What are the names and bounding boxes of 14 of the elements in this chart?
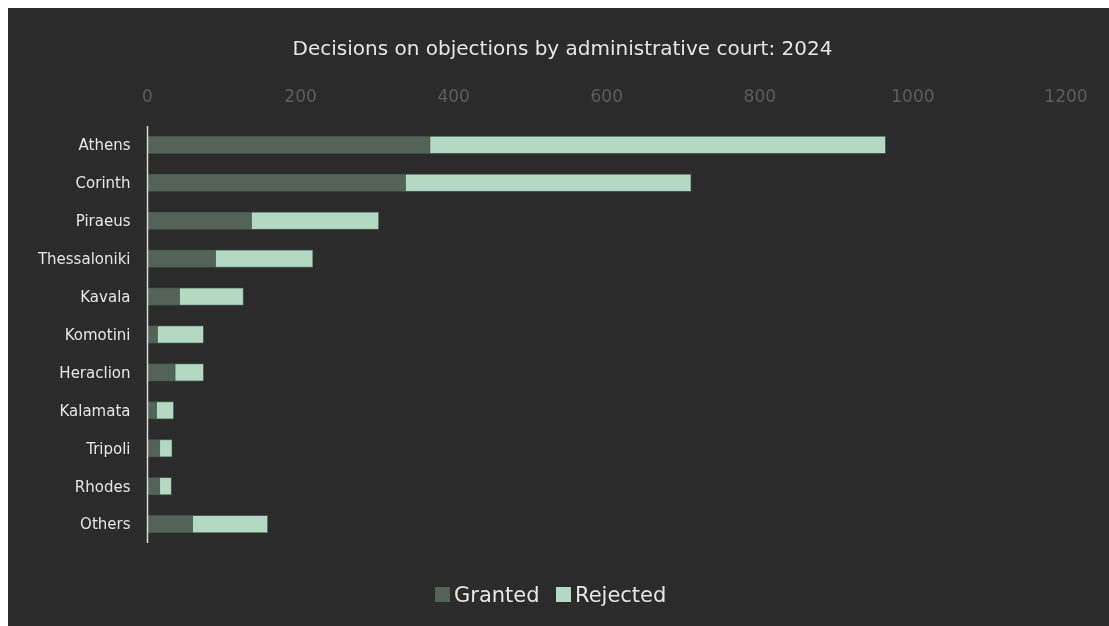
y-tick-label: Komotini	[64, 325, 131, 344]
y-tick-label: Kalamata	[59, 401, 131, 420]
y-tick-label: Tripoli	[85, 439, 131, 458]
legend-label: Rejected	[575, 583, 667, 608]
y-tick-label: Corinth	[75, 173, 131, 192]
y-tick-label: Others	[80, 515, 131, 534]
y-tick-label: Rhodes	[74, 477, 131, 496]
chart-title: Decisions on objections by administrative court: 2024	[292, 36, 833, 60]
y-tick-label: Thessaloniki	[36, 249, 131, 268]
y-tick-label: Heraclion	[59, 363, 131, 382]
legend-label: Granted	[454, 583, 540, 608]
y-tick-label: Piraeus	[75, 211, 131, 230]
y-tick-label: Athens	[78, 136, 131, 155]
y-tick-label: Kavala	[80, 287, 131, 306]
